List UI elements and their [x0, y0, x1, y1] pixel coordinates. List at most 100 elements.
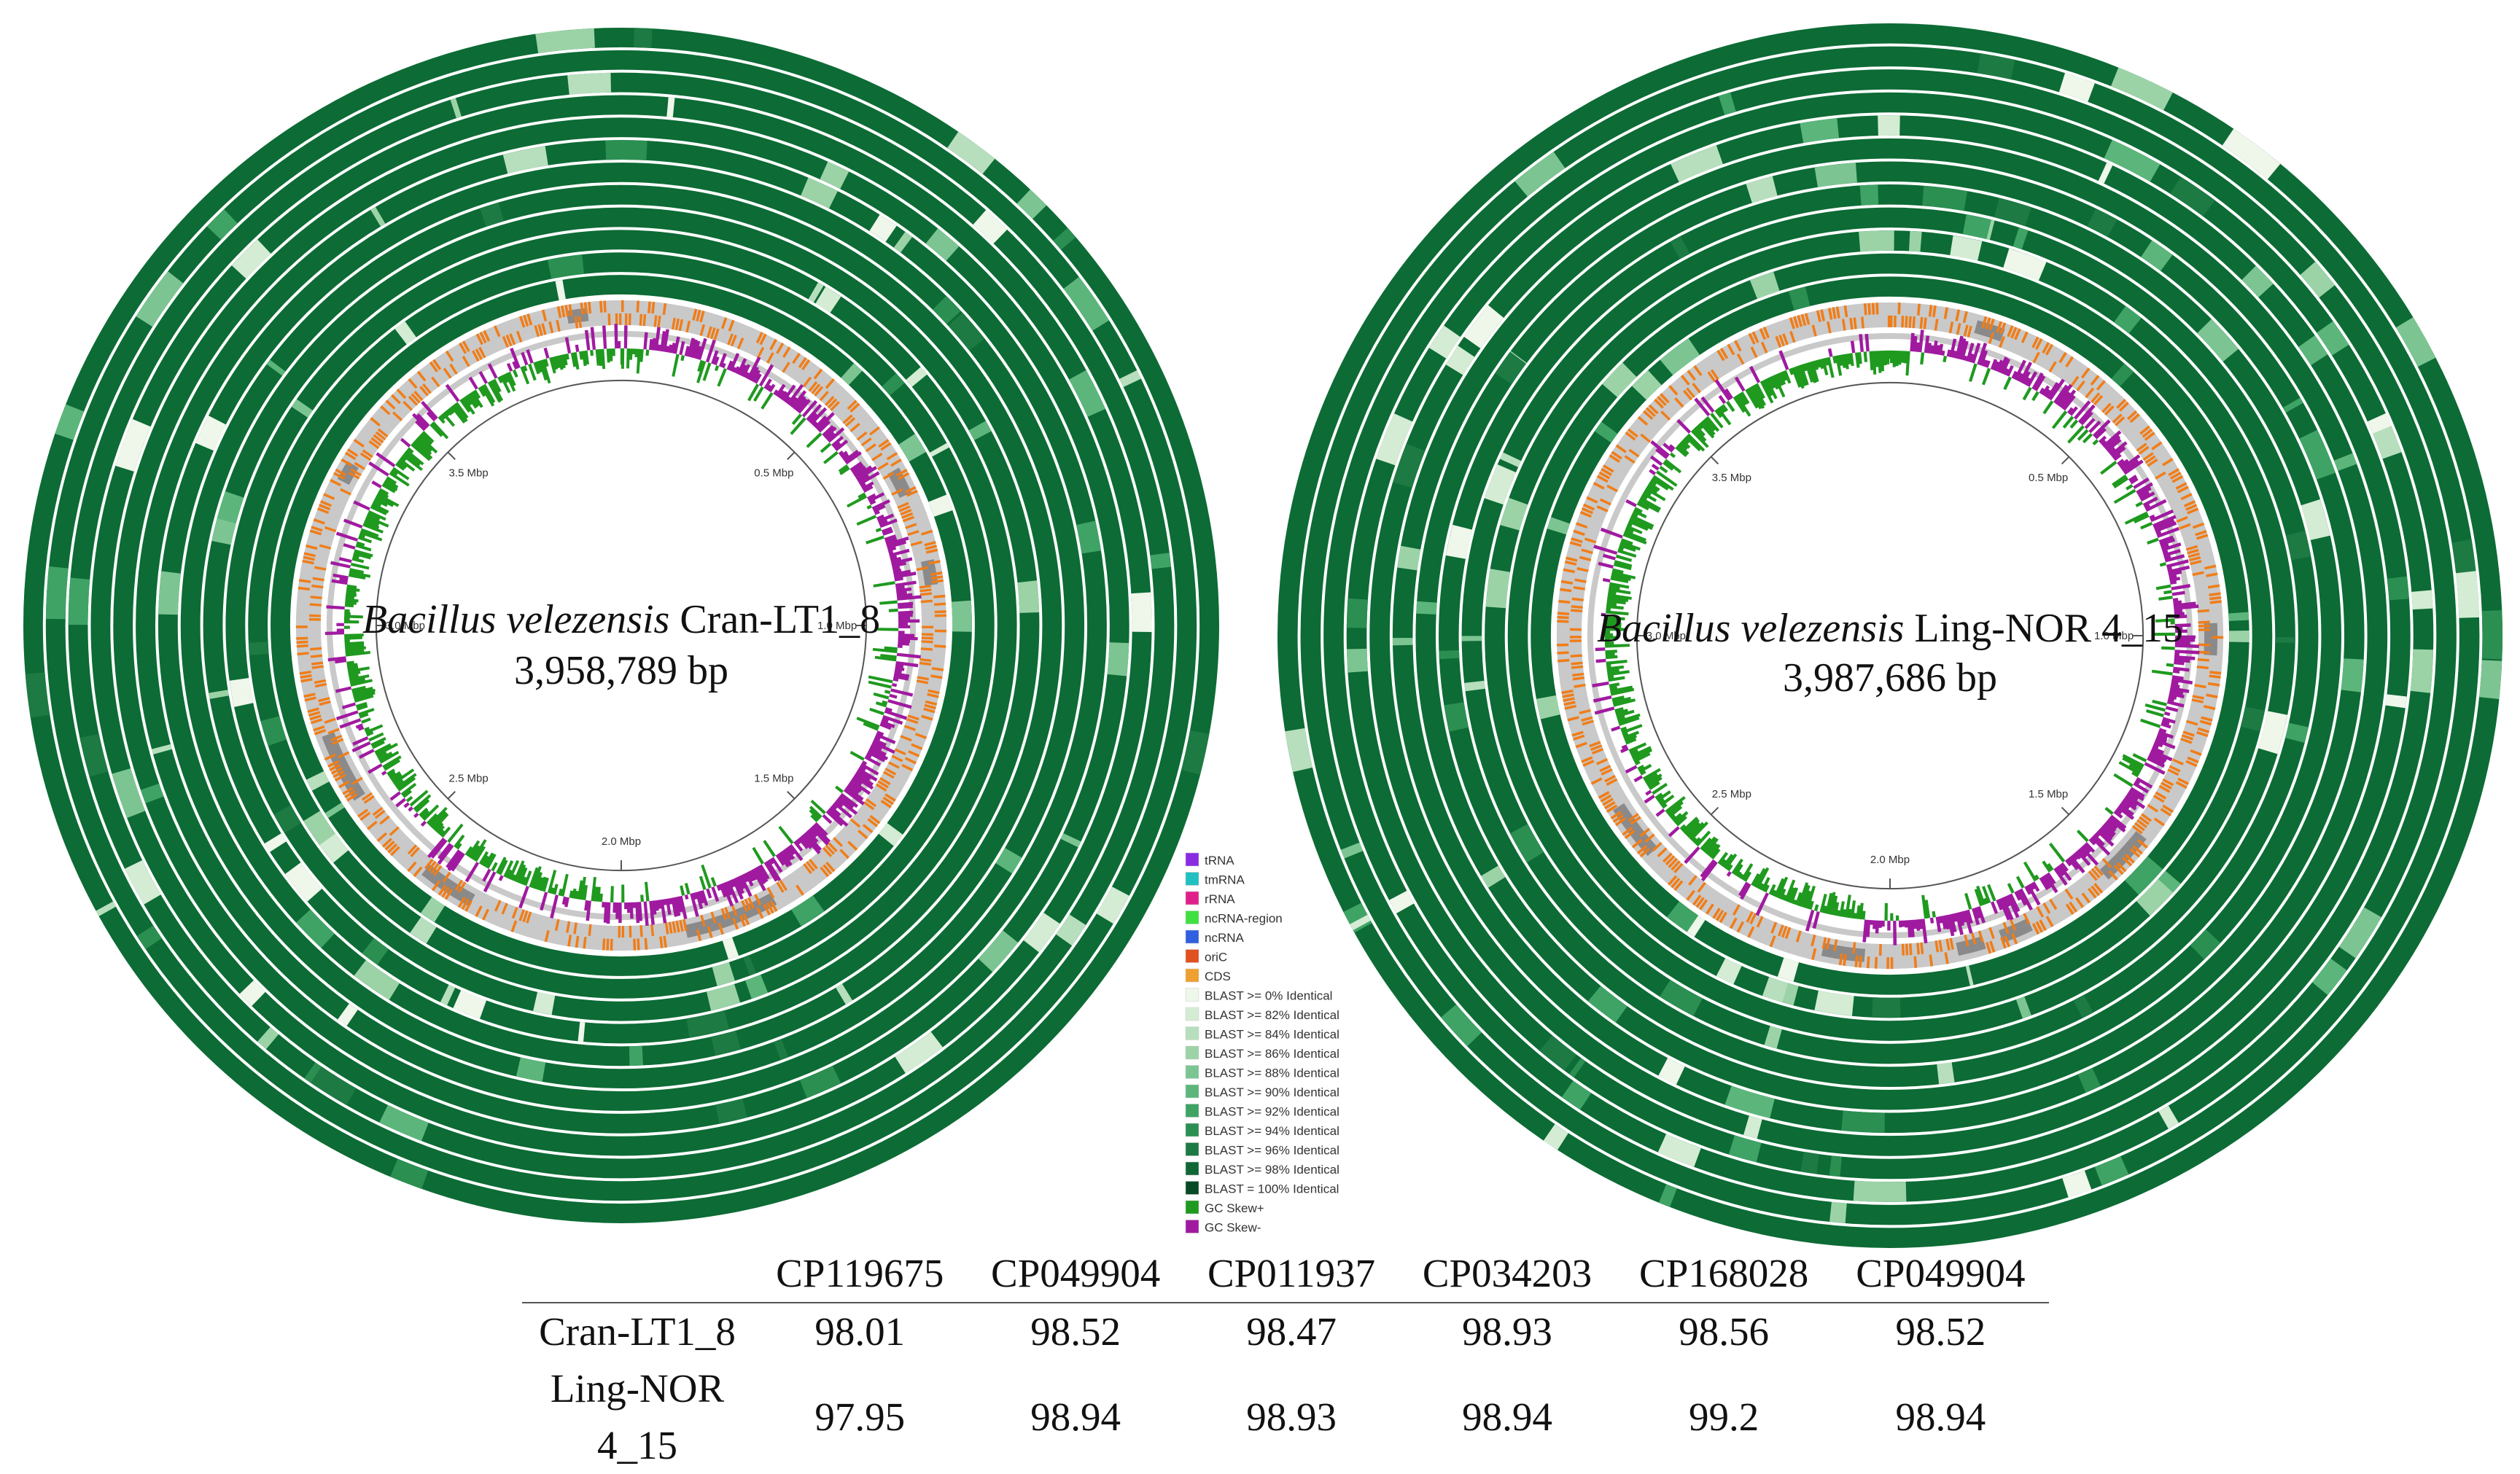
legend-label: BLAST >= 84% Identical: [1205, 1028, 1339, 1042]
cds-feature: [802, 376, 812, 388]
gc-skew-bar: [371, 502, 389, 514]
gc-skew-bar: [887, 540, 907, 550]
cds-feature: [2139, 816, 2150, 825]
blast-low-identity-segment: [2455, 569, 2480, 618]
scale-tick-label: 2.5 Mbp: [449, 772, 489, 784]
cds-feature: [2091, 392, 2101, 403]
cds-feature: [1563, 697, 1575, 702]
gc-skew-bar: [464, 846, 473, 857]
cds-feature: [820, 866, 830, 878]
gc-skew-bar: [1703, 418, 1716, 432]
gc-skew-bar: [599, 893, 603, 902]
gc-skew-bar: [2015, 876, 2025, 889]
cds-feature: [860, 437, 872, 447]
gc-skew-bar: [413, 794, 432, 811]
gc-skew-bar: [1810, 361, 1819, 383]
gc-skew-bar: [2076, 849, 2091, 866]
gc-skew-bar: [2174, 626, 2183, 631]
gc-skew-bar: [848, 781, 863, 793]
gc-skew-bar: [2175, 629, 2188, 633]
gc-skew-bar: [782, 849, 793, 861]
gc-skew-bar: [2088, 420, 2101, 434]
cds-feature: [657, 315, 661, 328]
gc-skew-bar: [1794, 892, 1802, 906]
gc-skew-bar: [893, 572, 917, 579]
gc-skew-bar: [1617, 715, 1625, 721]
gc-skew-bar: [1719, 859, 1727, 867]
gc-skew-bar: [716, 884, 722, 892]
gc-skew-bar: [1593, 545, 1618, 555]
legend-label: BLAST >= 86% Identical: [1205, 1047, 1339, 1061]
cds-feature: [340, 488, 351, 496]
gc-skew-bar: [692, 892, 698, 900]
blast-low-identity-segment: [239, 980, 265, 1007]
gc-skew-bar: [812, 421, 818, 427]
gc-skew-bar: [1648, 781, 1660, 790]
gc-skew-bar: [2158, 596, 2173, 601]
gc-skew-bar: [769, 858, 774, 865]
gc-skew-bar: [1875, 351, 1879, 367]
blast-low-identity-segment: [2087, 208, 2118, 238]
cds-feature: [1719, 347, 1729, 359]
cds-feature: [408, 378, 418, 389]
gc-skew-bar: [1900, 351, 1905, 363]
cds-feature: [313, 518, 325, 525]
gc-skew-bar: [492, 378, 502, 393]
cds-feature: [2039, 919, 2047, 932]
cds-feature: [1639, 847, 1650, 858]
cds-feature: [747, 897, 755, 909]
blast-low-identity-segment: [1416, 601, 1437, 615]
gc-skew-bar: [1692, 427, 1707, 442]
blast-low-identity-segment: [2387, 576, 2409, 601]
cds-feature: [2195, 529, 2207, 537]
blast-low-identity-segment: [1587, 986, 1628, 1023]
gc-skew-bar: [538, 360, 548, 381]
blast-low-identity-segment: [2114, 305, 2142, 334]
column-header: CP011937: [1183, 1245, 1399, 1303]
cds-feature: [1576, 522, 1588, 529]
gc-skew-bar: [506, 362, 513, 372]
gc-skew-bar: [2153, 741, 2163, 748]
backbone-dark-block: [1821, 943, 1866, 962]
cds-feature: [2203, 705, 2216, 711]
gc-skew-bar: [1601, 612, 1606, 617]
blast-low-identity-segment: [715, 1098, 747, 1124]
cds-feature: [2187, 756, 2199, 764]
gc-skew-bar: [2016, 373, 2023, 382]
cds-feature: [901, 512, 914, 519]
gc-skew-bar: [584, 350, 589, 365]
gc-skew-bar: [895, 580, 917, 588]
gc-skew-bar: [1980, 350, 1988, 367]
gc-skew-bar: [849, 779, 871, 795]
gc-skew-bar: [378, 751, 393, 762]
cds-feature: [454, 879, 464, 891]
gc-skew-bar: [1615, 709, 1628, 715]
cds-feature: [742, 913, 750, 926]
cds-feature: [1688, 875, 1698, 886]
cds-feature: [1628, 813, 1639, 822]
gc-skew-bar: [2144, 703, 2166, 712]
cds-feature: [1978, 930, 1984, 943]
gc-skew-bar: [1972, 908, 1980, 926]
gc-skew-bar: [806, 404, 822, 421]
cds-feature: [769, 338, 777, 351]
gc-skew-bar: [801, 399, 818, 418]
gc-skew-bar: [1903, 351, 1908, 364]
gc-skew-bar: [2158, 535, 2174, 544]
cds-feature: [2175, 482, 2188, 490]
blast-low-identity-segment: [947, 131, 995, 174]
gc-skew-bar: [822, 424, 834, 437]
gc-skew-bar: [360, 528, 379, 538]
table-cell: 98.94: [1462, 1395, 1552, 1439]
gc-skew-bar: [1651, 463, 1660, 471]
blast-low-identity-segment: [1602, 362, 1637, 398]
gc-skew-bar: [1727, 864, 1733, 872]
cds-feature: [384, 841, 395, 851]
blast-low-identity-segment: [2222, 128, 2281, 179]
gc-skew-bar: [2133, 477, 2150, 489]
gc-skew-bar: [871, 741, 895, 754]
gc-skew-bar: [1786, 886, 1796, 903]
cds-feature: [327, 760, 340, 768]
gc-skew-bar: [887, 699, 912, 709]
cds-feature: [901, 763, 914, 772]
